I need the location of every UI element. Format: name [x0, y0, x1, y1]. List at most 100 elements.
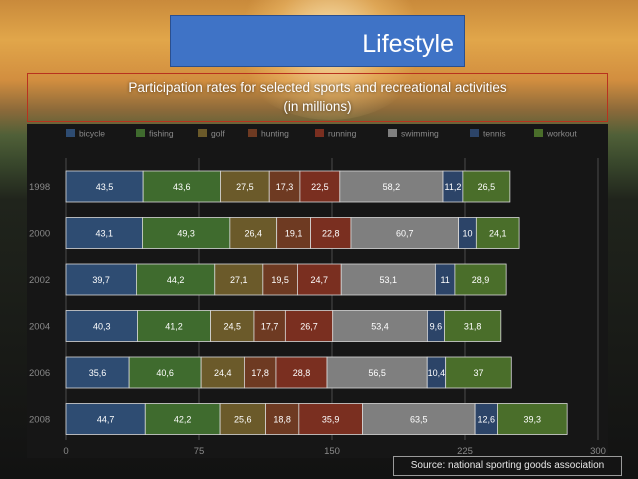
- data-label-swimming-2002: 53,1: [380, 275, 398, 285]
- bar-workout-2008: [497, 403, 568, 435]
- data-label-golf-2002: 27,1: [230, 275, 248, 285]
- data-label-running-2008: 35,9: [322, 415, 340, 425]
- data-label-hunting-2004: 17,7: [261, 322, 279, 332]
- data-label-hunting-2002: 19,5: [271, 275, 289, 285]
- data-label-tennis-2002: 11: [440, 275, 449, 285]
- legend-swatch-bicycle: [66, 129, 75, 137]
- subtitle-line-2: (in millions): [283, 99, 352, 114]
- data-label-hunting-2000: 19,1: [285, 229, 303, 239]
- bar-hunting-1998: [268, 170, 301, 203]
- data-label-running-2006: 28,8: [293, 368, 311, 378]
- data-label-golf-2004: 24,5: [223, 322, 241, 332]
- legend-label-tennis: tennis: [483, 129, 506, 139]
- bar-hunting-2000: [276, 217, 311, 249]
- slide-title: Lifestyle: [170, 15, 465, 67]
- data-label-golf-2008: 25,6: [234, 415, 252, 425]
- bar-fishing-2006: [128, 356, 202, 389]
- data-label-swimming-2004: 53,4: [371, 322, 389, 332]
- data-label-swimming-2008: 63,5: [410, 415, 428, 425]
- data-label-fishing-2004: 41,2: [165, 322, 183, 332]
- subtitle-line-1: Participation rates for selected sports …: [128, 80, 507, 95]
- data-label-workout-1998: 26,5: [478, 182, 496, 192]
- bar-workout-2002: [454, 263, 507, 296]
- bar-swimming-2004: [332, 310, 428, 342]
- source-note: Source: national sporting goods associat…: [393, 456, 622, 476]
- data-label-workout-2002: 28,9: [472, 275, 490, 285]
- data-label-tennis-2000: 10: [462, 229, 472, 239]
- data-label-workout-2006: 37: [473, 368, 483, 378]
- bar-swimming-2006: [326, 356, 428, 389]
- bar-workout-2004: [444, 310, 502, 342]
- data-label-fishing-2002: 44,2: [167, 275, 185, 285]
- bar-bicycle-2000: [65, 217, 143, 249]
- bar-swimming-2000: [350, 217, 460, 249]
- legend-label-running: running: [328, 129, 357, 139]
- x-tick-label: 300: [590, 446, 606, 457]
- bar-hunting-2008: [265, 403, 300, 435]
- bar-golf-2000: [229, 217, 278, 249]
- data-label-swimming-2006: 56,5: [368, 368, 386, 378]
- legend-label-workout: workout: [546, 129, 577, 139]
- y-tick-label: 2004: [29, 322, 50, 333]
- x-tick-label: 150: [324, 446, 340, 457]
- data-label-tennis-1998: 11,2: [445, 182, 462, 192]
- data-label-running-1998: 22,5: [311, 182, 329, 192]
- bar-running-2002: [297, 263, 342, 296]
- x-tick-label: 0: [63, 446, 68, 457]
- data-label-fishing-2006: 40,6: [156, 368, 174, 378]
- legend-label-golf: golf: [211, 129, 225, 139]
- data-label-fishing-2008: 42,2: [174, 415, 192, 425]
- legend-swatch-workout: [534, 129, 543, 137]
- bar-swimming-1998: [339, 170, 444, 203]
- bar-fishing-2002: [136, 263, 216, 296]
- data-label-swimming-1998: 58,2: [383, 182, 401, 192]
- data-label-bicycle-2008: 44,7: [97, 415, 115, 425]
- legend-swatch-running: [315, 129, 324, 137]
- y-tick-label: 2002: [29, 275, 50, 286]
- bar-swimming-2008: [362, 403, 476, 435]
- legend-label-swimming: swimming: [401, 129, 439, 139]
- legend-swatch-golf: [198, 129, 207, 137]
- bar-hunting-2004: [253, 310, 286, 342]
- data-label-running-2002: 24,7: [311, 275, 329, 285]
- data-label-golf-2000: 26,4: [244, 229, 262, 239]
- data-label-running-2000: 22,8: [322, 229, 340, 239]
- bar-running-2004: [284, 310, 334, 342]
- chart-subtitle: Participation rates for selected sports …: [27, 73, 608, 122]
- legend-label-bicycle: bicycle: [79, 129, 105, 139]
- bar-fishing-2000: [142, 217, 231, 249]
- bar-bicycle-2004: [65, 310, 138, 342]
- data-label-bicycle-2004: 40,3: [93, 322, 111, 332]
- bar-golf-2006: [200, 356, 245, 389]
- bar-workout-1998: [462, 170, 511, 203]
- data-label-running-2004: 26,7: [300, 322, 318, 332]
- legend-swatch-tennis: [470, 129, 479, 137]
- x-tick-label: 75: [194, 446, 205, 457]
- bar-fishing-2008: [144, 403, 221, 435]
- legend-label-fishing: fishing: [149, 129, 174, 139]
- bar-golf-2004: [210, 310, 255, 342]
- data-label-hunting-2006: 17,8: [251, 368, 269, 378]
- data-label-tennis-2008: 12,6: [478, 415, 496, 425]
- data-label-workout-2000: 24,1: [489, 229, 507, 239]
- data-label-workout-2008: 39,3: [524, 415, 542, 425]
- data-label-bicycle-2000: 43,1: [95, 229, 113, 239]
- y-tick-label: 2000: [29, 229, 50, 240]
- data-label-fishing-2000: 49,3: [177, 229, 195, 239]
- bar-swimming-2002: [340, 263, 436, 296]
- legend-swatch-hunting: [248, 129, 257, 137]
- data-label-bicycle-2006: 35,6: [89, 368, 107, 378]
- y-tick-label: 1998: [29, 182, 50, 193]
- bar-golf-2002: [214, 263, 264, 296]
- bar-bicycle-2006: [65, 356, 130, 389]
- legend-swatch-fishing: [136, 129, 145, 137]
- bar-fishing-1998: [142, 170, 221, 203]
- bar-bicycle-2002: [65, 263, 137, 296]
- x-tick-label: 225: [457, 446, 473, 457]
- bar-hunting-2002: [262, 263, 298, 296]
- data-label-tennis-2006: 10,4: [428, 368, 446, 378]
- legend-swatch-swimming: [388, 129, 397, 137]
- data-label-bicycle-1998: 43,5: [96, 182, 114, 192]
- bar-running-2000: [310, 217, 352, 249]
